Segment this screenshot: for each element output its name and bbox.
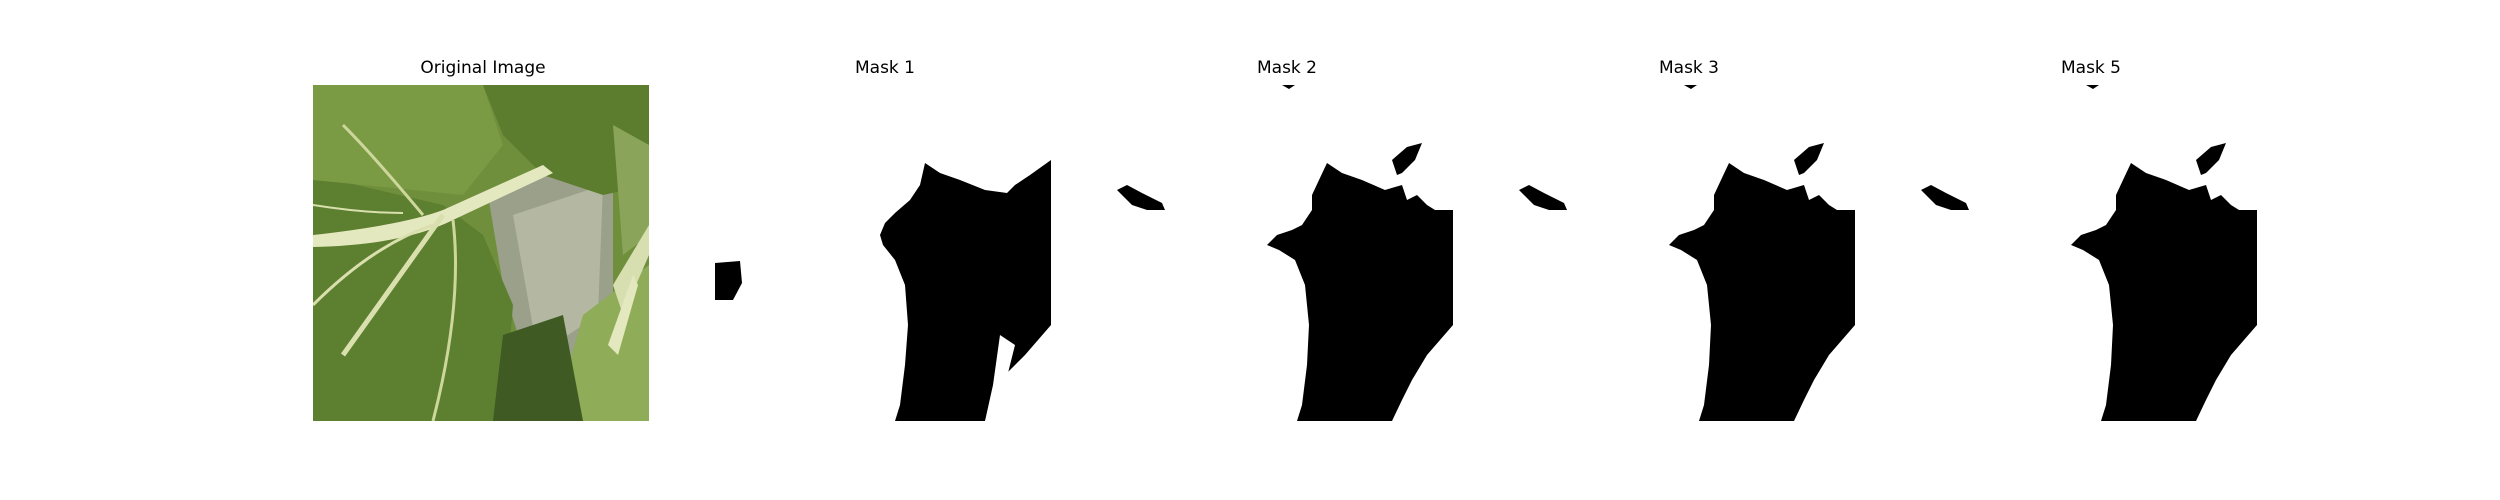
panel-title: Mask 5 [1921,58,2261,78]
segmentation-mask [1117,85,1453,421]
segmentation-mask [1519,85,1855,421]
panel-title: Original Image [313,58,653,78]
panel-mask-3: Mask 3 [1519,0,1859,500]
panel-title: Mask 3 [1519,58,1859,78]
panel-mask-5: Mask 5 [1921,0,2261,500]
panel-title: Mask 2 [1117,58,1457,78]
leaf-closeup-photo [313,85,649,421]
segmentation-mask [715,85,1051,421]
panel-mask-1: Mask 1 [715,0,1055,500]
panel-original-image: Original Image [313,0,653,500]
segmentation-mask [1921,85,2257,421]
panel-mask-2: Mask 2 [1117,0,1457,500]
panel-title: Mask 1 [715,58,1055,78]
